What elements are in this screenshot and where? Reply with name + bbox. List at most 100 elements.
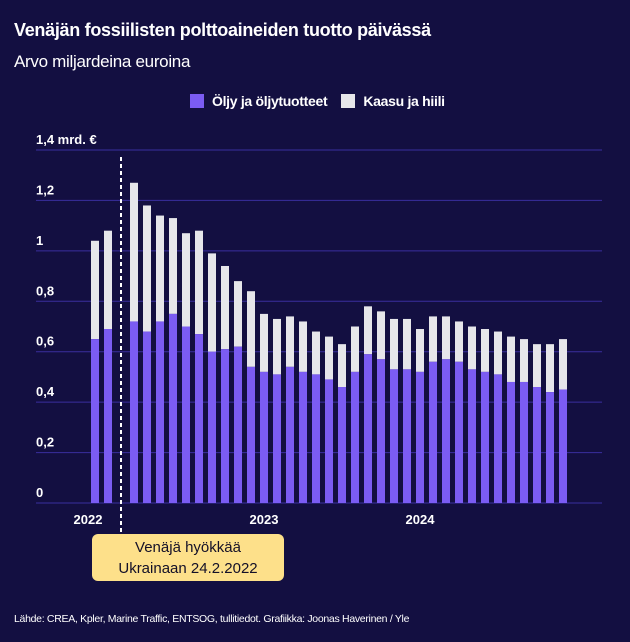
bar-oil <box>247 366 255 503</box>
bar-gas-coal <box>468 326 476 370</box>
annotation-line-1: Venäjä hyökkää <box>135 539 241 556</box>
bar-chart: 0 0,2 0,4 0,6 0,8 1 1,2 1,4 mrd. € 2022 2023 2024 <box>36 132 602 532</box>
bar-oil <box>377 359 385 503</box>
legend-swatch-gas-coal <box>341 94 356 108</box>
bar-gas-coal <box>260 313 268 372</box>
bar-oil <box>416 371 424 503</box>
x-tick-label: 2023 <box>250 512 279 527</box>
bar-oil <box>299 371 307 503</box>
bar-gas-coal <box>364 306 372 355</box>
bar-oil <box>221 349 229 503</box>
chart-title: Venäjän fossiilisten polttoaineiden tuot… <box>14 20 431 40</box>
bar-gas-coal <box>403 318 411 370</box>
bar-oil <box>429 361 437 503</box>
bar-gas-coal <box>338 344 346 388</box>
bar-oil <box>273 374 281 503</box>
x-tick-label: 2022 <box>74 512 103 527</box>
x-tick-label: 2024 <box>406 512 436 527</box>
y-tick-label: 0 <box>36 485 43 500</box>
bar-gas-coal <box>546 344 554 393</box>
bar-oil <box>169 313 177 503</box>
y-tick-label: 0,6 <box>36 334 54 349</box>
bar-oil <box>195 334 203 503</box>
bar-gas-coal <box>416 329 424 372</box>
y-axis-labels: 0 0,2 0,4 0,6 0,8 1 1,2 1,4 mrd. € <box>36 132 97 500</box>
bar-oil <box>104 329 112 503</box>
bar-oil <box>156 321 164 503</box>
bar-oil <box>520 381 528 503</box>
bar-gas-coal <box>221 265 229 350</box>
bar-oil <box>481 371 489 503</box>
bar-oil <box>182 326 190 503</box>
legend-item-oil: Öljy ja öljytuotteet <box>190 93 328 109</box>
y-tick-label: 1 <box>36 233 43 248</box>
bar-gas-coal <box>390 318 398 370</box>
bar-oil <box>468 369 476 503</box>
y-tick-label: 1,2 <box>36 182 54 197</box>
bar-gas-coal <box>286 316 294 367</box>
bar-gas-coal <box>494 331 502 375</box>
bar-oil <box>494 374 502 503</box>
bar-gas-coal <box>520 339 528 382</box>
bar-oil <box>507 381 515 503</box>
chart-subtitle: Arvo miljardeina euroina <box>14 52 191 71</box>
bar-gas-coal <box>247 291 255 367</box>
bar-oil <box>130 321 138 503</box>
bar-gas-coal <box>91 240 99 340</box>
x-axis-labels: 2022 2023 2024 <box>74 512 436 527</box>
bar-oil <box>546 392 554 503</box>
bar-oil <box>390 369 398 503</box>
bar-oil <box>338 387 346 503</box>
legend-label-gas-coal: Kaasu ja hiili <box>363 93 445 109</box>
y-tick-label: 0,2 <box>36 435 54 450</box>
bar-gas-coal <box>273 318 281 375</box>
y-tick-label: 0,4 <box>36 384 55 399</box>
bar-oil <box>312 374 320 503</box>
legend-swatch-oil <box>190 94 204 108</box>
bar-oil <box>234 346 242 503</box>
bar-gas-coal <box>312 331 320 375</box>
legend-item-gas-coal: Kaasu ja hiili <box>341 93 445 109</box>
bar-gas-coal <box>325 336 333 380</box>
bar-oil <box>143 331 151 503</box>
bar-gas-coal <box>208 253 216 352</box>
bar-oil <box>286 366 294 503</box>
bar-oil <box>208 351 216 503</box>
annotation-line-2: Ukrainaan 24.2.2022 <box>118 560 258 577</box>
bar-gas-coal <box>351 326 359 372</box>
legend: Öljy ja öljytuotteet Kaasu ja hiili <box>190 93 459 109</box>
bar-oil <box>403 369 411 503</box>
bar-gas-coal <box>429 316 437 362</box>
bar-oil <box>442 359 450 503</box>
bar-gas-coal <box>104 230 112 330</box>
bar-gas-coal <box>455 321 463 362</box>
bar-gas-coal <box>234 281 242 347</box>
bar-gas-coal <box>481 329 489 372</box>
bar-gas-coal <box>195 230 203 335</box>
bar-gas-coal <box>182 233 190 327</box>
bar-oil <box>364 354 372 503</box>
bar-gas-coal <box>533 344 541 388</box>
bar-oil <box>351 371 359 503</box>
bar-gas-coal <box>156 215 164 322</box>
bar-gas-coal <box>143 205 151 332</box>
bar-oil <box>533 387 541 503</box>
invasion-annotation: Venäjä hyökkää Ukrainaan 24.2.2022 <box>92 534 284 581</box>
bar-gas-coal <box>299 321 307 372</box>
bars <box>91 182 567 503</box>
bar-gas-coal <box>442 316 450 360</box>
bar-gas-coal <box>169 218 177 314</box>
y-tick-label: 0,8 <box>36 283 54 298</box>
bar-oil <box>455 361 463 503</box>
legend-label-oil: Öljy ja öljytuotteet <box>212 93 328 109</box>
source-note: Lähde: CREA, Kpler, Marine Traffic, ENTS… <box>14 613 410 625</box>
bar-gas-coal <box>507 336 515 382</box>
bar-gas-coal <box>377 311 385 360</box>
bar-oil <box>91 339 99 503</box>
bar-oil <box>260 371 268 503</box>
bar-oil <box>325 379 333 503</box>
y-tick-label: 1,4 mrd. € <box>36 132 97 147</box>
bar-gas-coal <box>559 339 567 390</box>
bar-gas-coal <box>130 182 138 322</box>
bar-oil <box>559 389 567 503</box>
